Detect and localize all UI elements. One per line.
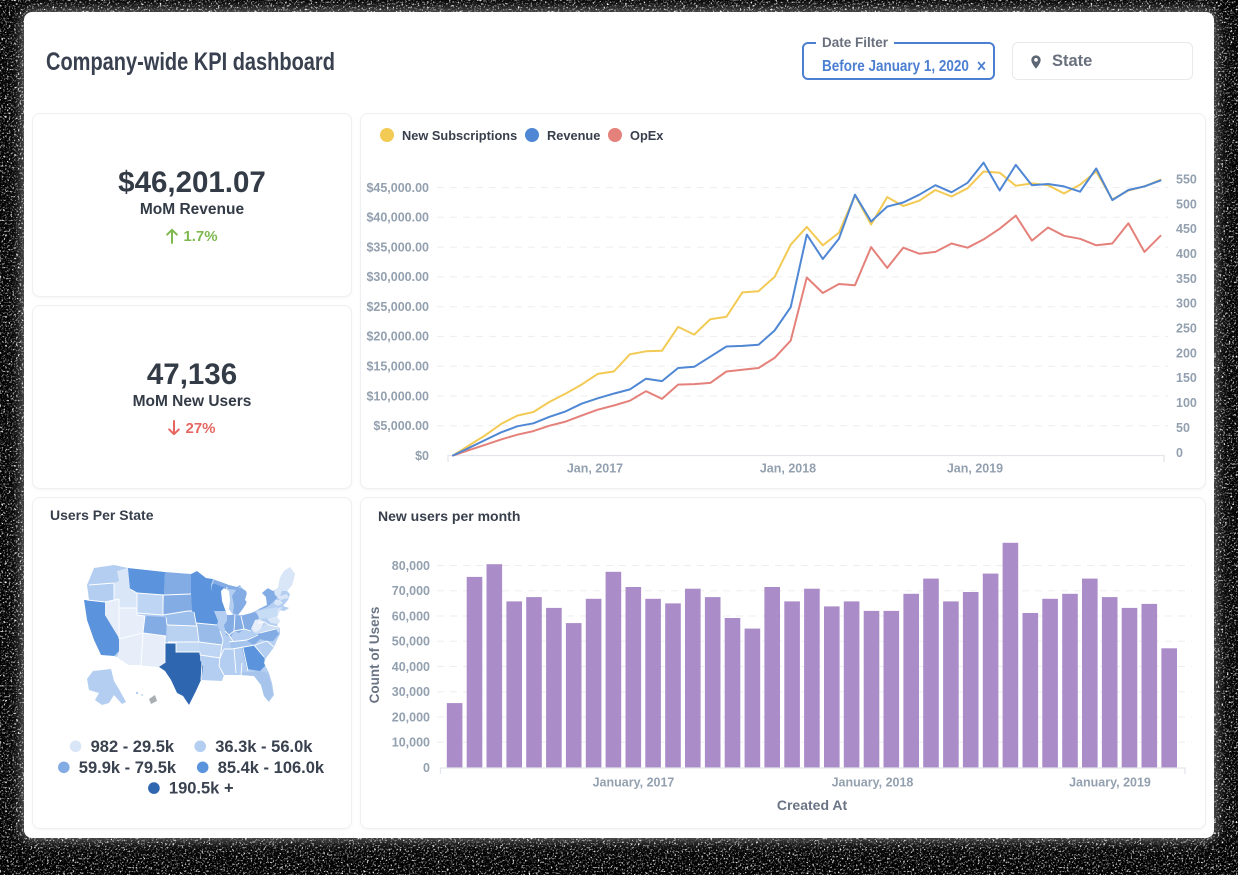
svg-text:400: 400 — [1176, 247, 1197, 261]
svg-text:550: 550 — [1176, 172, 1197, 186]
svg-text:New Subscriptions: New Subscriptions — [402, 128, 517, 143]
svg-text:January, 2018: January, 2018 — [832, 776, 914, 790]
svg-text:70,000: 70,000 — [392, 584, 430, 598]
svg-text:$5,000.00: $5,000.00 — [373, 419, 429, 433]
svg-text:30,000: 30,000 — [392, 685, 430, 699]
svg-text:0: 0 — [423, 761, 430, 775]
svg-text:350: 350 — [1176, 272, 1197, 286]
svg-text:80,000: 80,000 — [392, 559, 430, 573]
svg-text:January, 2019: January, 2019 — [1069, 776, 1151, 790]
svg-text:$40,000.00: $40,000.00 — [366, 211, 429, 225]
svg-text:$25,000.00: $25,000.00 — [366, 300, 429, 314]
svg-text:500: 500 — [1176, 197, 1197, 211]
svg-text:150: 150 — [1176, 371, 1197, 385]
svg-text:$30,000.00: $30,000.00 — [366, 270, 429, 284]
svg-text:200: 200 — [1176, 346, 1197, 360]
svg-text:$35,000.00: $35,000.00 — [366, 240, 429, 254]
svg-text:40,000: 40,000 — [392, 660, 430, 674]
svg-text:190.5k +: 190.5k + — [169, 780, 234, 798]
svg-text:10,000: 10,000 — [392, 736, 430, 750]
svg-text:Revenue: Revenue — [547, 128, 600, 143]
svg-text:OpEx: OpEx — [630, 128, 664, 143]
svg-text:20,000: 20,000 — [392, 710, 430, 724]
svg-text:Created At: Created At — [777, 797, 848, 813]
svg-text:Jan, 2018: Jan, 2018 — [760, 462, 816, 476]
svg-text:50,000: 50,000 — [392, 635, 430, 649]
svg-text:Jan, 2019: Jan, 2019 — [947, 462, 1003, 476]
svg-text:450: 450 — [1176, 222, 1197, 236]
svg-text:January, 2017: January, 2017 — [593, 776, 675, 790]
svg-text:Count of Users: Count of Users — [367, 607, 382, 704]
svg-text:$10,000.00: $10,000.00 — [366, 389, 429, 403]
svg-text:New users per month: New users per month — [378, 508, 520, 524]
svg-text:$45,000.00: $45,000.00 — [366, 181, 429, 195]
svg-text:250: 250 — [1176, 322, 1197, 336]
svg-text:$15,000.00: $15,000.00 — [366, 360, 429, 374]
svg-text:36.3k - 56.0k: 36.3k - 56.0k — [215, 738, 313, 756]
svg-text:Jan, 2017: Jan, 2017 — [567, 462, 623, 476]
svg-text:300: 300 — [1176, 297, 1197, 311]
svg-text:$0: $0 — [415, 449, 429, 463]
svg-text:0: 0 — [1176, 446, 1183, 460]
svg-text:50: 50 — [1176, 421, 1190, 435]
svg-text:85.4k - 106.0k: 85.4k - 106.0k — [218, 759, 325, 777]
svg-text:982 - 29.5k: 982 - 29.5k — [91, 738, 175, 756]
svg-text:$20,000.00: $20,000.00 — [366, 330, 429, 344]
svg-text:59.9k - 79.5k: 59.9k - 79.5k — [79, 759, 177, 777]
svg-text:60,000: 60,000 — [392, 609, 430, 623]
svg-text:100: 100 — [1176, 396, 1197, 410]
